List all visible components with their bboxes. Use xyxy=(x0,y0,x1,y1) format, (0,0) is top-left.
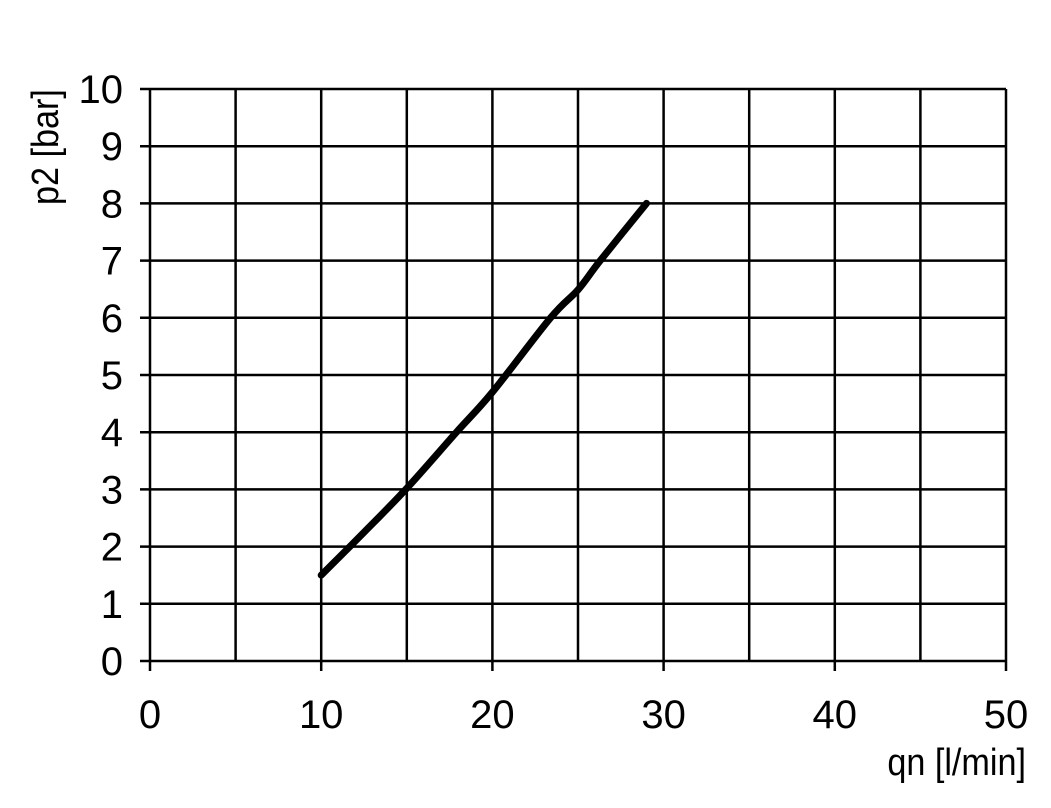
series-line xyxy=(317,199,650,579)
series-group xyxy=(317,199,650,579)
y-tick-label: 6 xyxy=(101,297,123,341)
x-tick-label: 10 xyxy=(299,693,344,737)
y-tick-label: 2 xyxy=(101,526,123,570)
x-tick-label: 40 xyxy=(813,693,858,737)
x-tick-label: 30 xyxy=(641,693,686,737)
y-tick-label: 0 xyxy=(101,640,123,684)
y-tick-label: 8 xyxy=(101,182,123,226)
y-tick-label: 5 xyxy=(101,354,123,398)
y-tick-label: 9 xyxy=(101,125,123,169)
y-axis-label: p2 [bar] xyxy=(23,89,66,205)
y-tick-label: 1 xyxy=(101,583,123,627)
y-tick-labels: 0 1 2 3 4 5 6 7 8 9 10 xyxy=(79,68,124,684)
grid xyxy=(140,87,1008,671)
x-tick-label: 20 xyxy=(470,693,515,737)
x-tick-label: 50 xyxy=(984,693,1029,737)
x-tick-labels: 0 10 20 30 40 50 xyxy=(139,693,1028,737)
y-tick-label: 3 xyxy=(101,468,123,512)
x-axis-label: qn [l/min] xyxy=(887,740,1026,783)
y-tick-label: 4 xyxy=(101,411,123,455)
x-tick-label: 0 xyxy=(139,693,161,737)
y-tick-label: 7 xyxy=(101,240,123,284)
y-tick-label: 10 xyxy=(79,68,124,112)
